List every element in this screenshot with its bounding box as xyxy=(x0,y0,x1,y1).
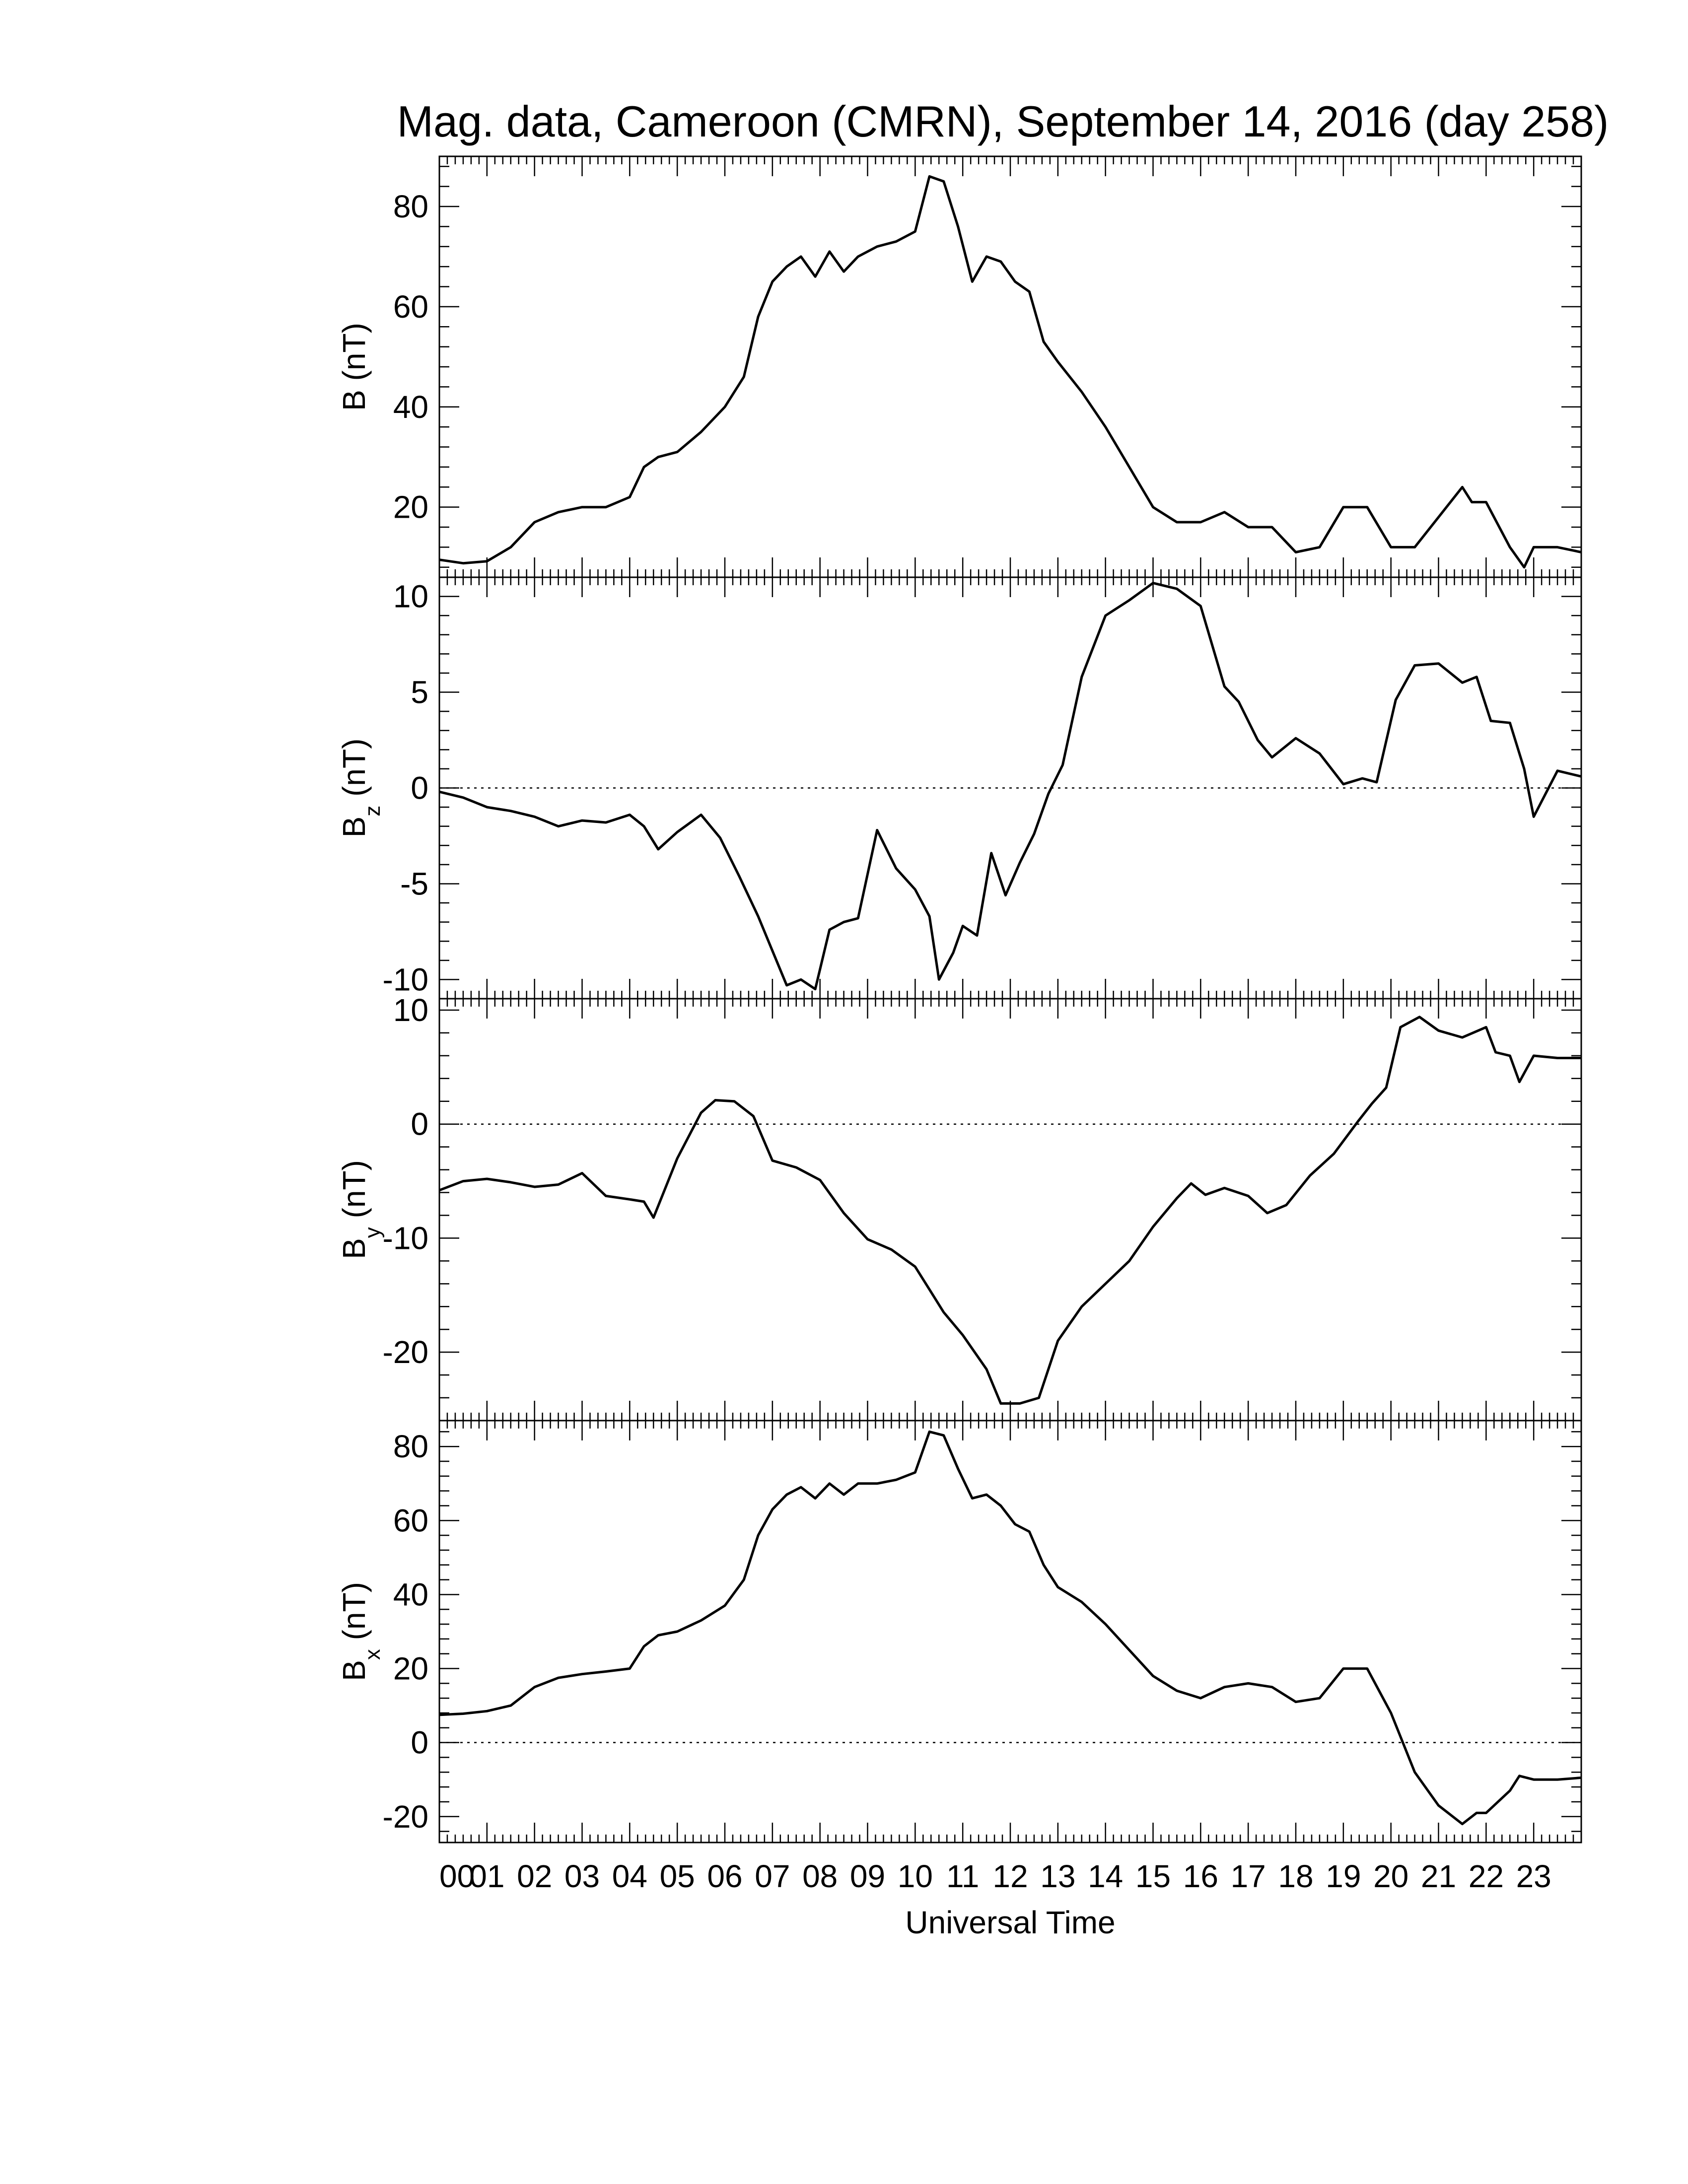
y-tick-label: 10 xyxy=(393,992,428,1028)
y-axis-label: Bx (nT) xyxy=(336,1582,385,1681)
panel-1: 20 40 60 80 B (nT) xyxy=(336,155,1582,578)
y-tick-label: 0 xyxy=(411,1106,428,1142)
series-line xyxy=(439,1016,1581,1405)
y-tick-label: 0 xyxy=(411,770,428,806)
x-tick-label: 04 xyxy=(612,1858,647,1894)
x-tick-label: 08 xyxy=(802,1858,838,1894)
x-tick-label: 22 xyxy=(1469,1858,1504,1894)
y-axis-label-subscript: y xyxy=(360,1227,385,1238)
y-axis-label: Bz (nT) xyxy=(336,739,385,838)
y-tick-label: 20 xyxy=(393,489,428,525)
x-tick-label: 00 xyxy=(439,1858,475,1894)
y-axis-label-subscript: z xyxy=(360,806,385,817)
y-tick-label: 80 xyxy=(393,1429,428,1464)
x-tick-label: 03 xyxy=(564,1858,600,1894)
x-axis-label: Universal Time xyxy=(905,1905,1115,1940)
x-tick-label: 07 xyxy=(755,1858,790,1894)
series-line xyxy=(439,175,1582,569)
y-axis-label-main: B xyxy=(336,390,372,411)
y-axis-label: B (nT) xyxy=(336,323,372,411)
plot-frame xyxy=(438,155,1582,578)
y-axis-label: By (nT) xyxy=(336,1160,385,1259)
y-axis-label-main: B xyxy=(336,1660,372,1681)
x-tick-label: 09 xyxy=(850,1858,885,1894)
x-tick-label: 21 xyxy=(1421,1858,1456,1894)
x-tick-label: 18 xyxy=(1278,1858,1313,1894)
x-tick-label: 10 xyxy=(898,1858,933,1894)
x-tick-label: 12 xyxy=(992,1858,1028,1894)
plot-frame xyxy=(438,1420,1582,1843)
x-tick-label: 15 xyxy=(1135,1858,1171,1894)
y-axis-label-unit: (nT) xyxy=(336,739,372,806)
y-tick-label: 60 xyxy=(393,1502,428,1538)
x-tick-label: 05 xyxy=(660,1858,695,1894)
y-axis-label-unit: (nT) xyxy=(336,323,372,390)
y-tick-label: 40 xyxy=(393,1576,428,1612)
x-tick-label: 14 xyxy=(1088,1858,1123,1894)
y-axis-label-main: B xyxy=(336,817,372,838)
y-tick-label: -20 xyxy=(383,1799,429,1835)
x-tick-label: 01 xyxy=(469,1858,504,1894)
y-axis-label-main: B xyxy=(336,1238,372,1259)
panel-3: -20 -10 0 10 By (nT) xyxy=(336,992,1582,1422)
panel-2: -10 -5 0 5 10 Bz (nT) xyxy=(336,576,1582,1000)
y-tick-label: 80 xyxy=(393,189,428,224)
y-axis-label-subscript: x xyxy=(360,1649,385,1660)
y-axis-label-unit: (nT) xyxy=(336,1582,372,1649)
y-tick-label: -10 xyxy=(383,961,429,997)
plot-frame xyxy=(438,998,1582,1422)
series-line xyxy=(439,582,1582,991)
x-tick-label: 17 xyxy=(1231,1858,1266,1894)
y-tick-label: 40 xyxy=(393,389,428,425)
y-tick-label: -5 xyxy=(400,866,428,901)
y-tick-label: -20 xyxy=(383,1334,429,1370)
x-tick-label: 13 xyxy=(1040,1858,1075,1894)
y-tick-label: 20 xyxy=(393,1651,428,1687)
x-tick-label: 11 xyxy=(946,1858,979,1894)
x-tick-label: 19 xyxy=(1326,1858,1361,1894)
y-tick-label: 0 xyxy=(411,1725,428,1761)
y-tick-label: 10 xyxy=(393,579,428,614)
y-tick-label: -10 xyxy=(383,1220,429,1256)
chart-title: Mag. data, Cameroon (CMRN), September 14… xyxy=(397,97,1609,146)
y-tick-label: 5 xyxy=(411,675,428,710)
x-tick-label: 06 xyxy=(707,1858,742,1894)
y-axis-label-unit: (nT) xyxy=(336,1160,372,1227)
x-tick-label: 02 xyxy=(517,1858,552,1894)
panel-4: -20 0 20 40 60 80 Bx (nT) xyxy=(336,1420,1582,1843)
y-tick-label: 60 xyxy=(393,289,428,325)
x-tick-label: 23 xyxy=(1516,1858,1551,1894)
x-tick-label: 20 xyxy=(1373,1858,1408,1894)
panels: 20 40 60 80 B (nT) -10 -5 0 5 10 Bz (nT) -20 -10 0 10 B… xyxy=(336,155,1582,1843)
x-tick-label: 16 xyxy=(1183,1858,1218,1894)
series-line xyxy=(439,1430,1582,1826)
